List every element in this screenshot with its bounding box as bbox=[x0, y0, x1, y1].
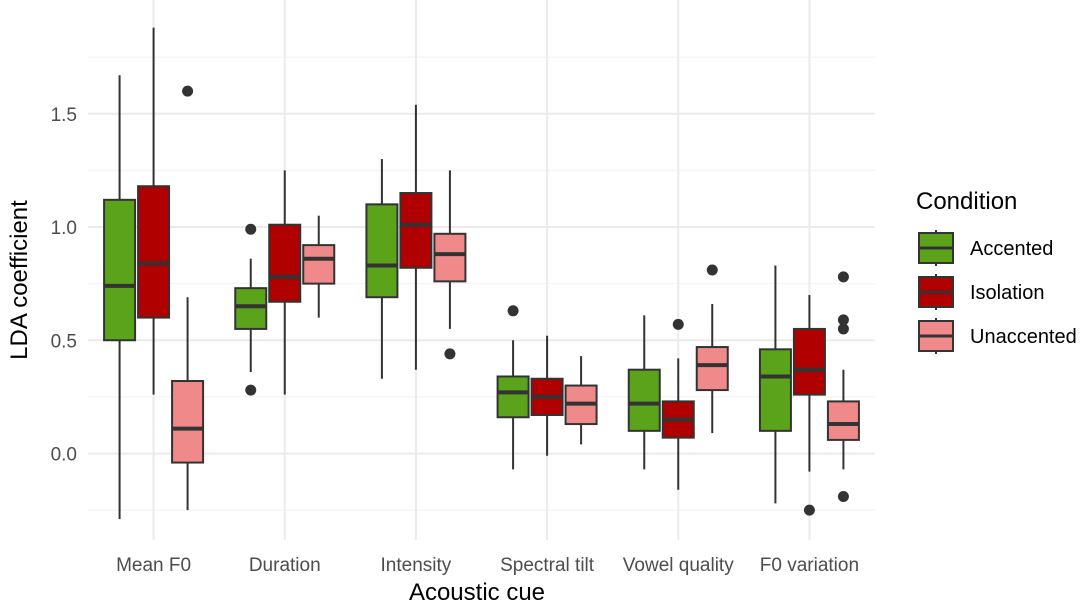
x-tick-label: Intensity bbox=[381, 555, 452, 576]
box-iqr bbox=[137, 185, 171, 319]
outlier-point bbox=[444, 348, 456, 360]
y-tick-label: 0.0 bbox=[51, 445, 77, 466]
x-tick-label: Vowel quality bbox=[623, 555, 734, 576]
box-unaccented-4 bbox=[695, 264, 729, 434]
outlier-point bbox=[245, 223, 257, 235]
legend: Condition Accented Isolation Unaccented bbox=[916, 188, 1077, 354]
legend-label: Unaccented bbox=[970, 326, 1077, 348]
y-axis-title: LDA coefficient bbox=[6, 200, 33, 360]
box-accented-4 bbox=[627, 315, 661, 470]
legend-entry-unaccented: Unaccented bbox=[918, 318, 1077, 354]
x-tick-labels: Mean F0 Duration Intensity Spectral tilt Vow… bbox=[116, 555, 859, 576]
x-axis-title: Acoustic cue bbox=[409, 579, 545, 604]
box-iqr bbox=[171, 380, 205, 464]
box-series bbox=[103, 27, 860, 520]
box-iqr bbox=[792, 327, 826, 396]
box-iqr bbox=[268, 223, 302, 303]
box-isolation-5 bbox=[792, 294, 826, 516]
outlier-point bbox=[837, 491, 849, 503]
box-iqr bbox=[399, 192, 433, 269]
box-isolation-0 bbox=[137, 27, 171, 395]
box-isolation-4 bbox=[661, 318, 695, 490]
outlier-point bbox=[182, 85, 194, 97]
legend-label: Isolation bbox=[970, 282, 1045, 304]
box-iqr bbox=[103, 198, 137, 342]
x-tick-label: Duration bbox=[249, 555, 321, 576]
outlier-point bbox=[803, 504, 815, 516]
outlier-point bbox=[837, 314, 849, 326]
y-tick-label: 1.5 bbox=[51, 105, 77, 126]
box-iqr bbox=[627, 368, 661, 432]
y-tick-labels: 0.0 0.5 1.0 1.5 bbox=[51, 105, 77, 466]
box-accented-3 bbox=[496, 305, 530, 470]
box-accented-1 bbox=[234, 223, 268, 396]
outlier-point bbox=[245, 384, 257, 396]
y-tick-label: 1.0 bbox=[51, 218, 77, 239]
outlier-point bbox=[837, 271, 849, 283]
box-isolation-1 bbox=[268, 170, 302, 395]
box-iqr bbox=[496, 375, 530, 419]
box-accented-0 bbox=[103, 75, 137, 520]
box-accented-2 bbox=[365, 159, 399, 379]
outlier-point bbox=[706, 264, 718, 276]
legend-entry-isolation: Isolation bbox=[918, 274, 1045, 310]
box-iqr bbox=[758, 348, 792, 432]
legend-label: Accented bbox=[970, 238, 1053, 260]
box-unaccented-0 bbox=[171, 85, 205, 511]
box-iqr bbox=[695, 346, 729, 392]
outlier-point bbox=[507, 305, 519, 317]
x-tick-label: Spectral tilt bbox=[500, 555, 595, 576]
legend-title: Condition bbox=[916, 188, 1017, 215]
x-tick-label: Mean F0 bbox=[116, 555, 191, 576]
box-iqr bbox=[234, 287, 268, 330]
y-tick-label: 0.5 bbox=[51, 331, 77, 352]
box-iqr bbox=[826, 400, 860, 441]
box-accented-5 bbox=[758, 265, 792, 504]
legend-entry-accented: Accented bbox=[918, 230, 1053, 266]
box-unaccented-5 bbox=[826, 271, 860, 503]
box-iqr bbox=[433, 232, 467, 283]
box-unaccented-3 bbox=[564, 356, 598, 445]
box-isolation-2 bbox=[399, 104, 433, 370]
outlier-point bbox=[672, 318, 684, 330]
box-isolation-3 bbox=[530, 335, 564, 456]
box-iqr bbox=[302, 244, 336, 285]
box-unaccented-2 bbox=[433, 170, 467, 360]
box-unaccented-1 bbox=[302, 215, 336, 318]
x-tick-label: F0 variation bbox=[760, 555, 859, 576]
outlier-point bbox=[837, 323, 849, 335]
box-iqr bbox=[365, 203, 399, 299]
